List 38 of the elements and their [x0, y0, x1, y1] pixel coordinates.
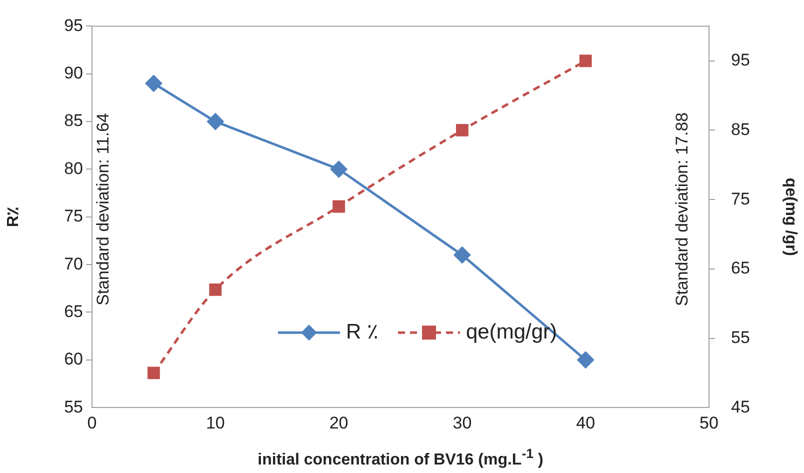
y-tick-label: 85 [64, 111, 83, 130]
point [207, 113, 224, 130]
x-tick-label: 20 [329, 413, 348, 432]
point [456, 124, 468, 136]
y2-tick-label: 55 [731, 328, 750, 347]
y2-tick-label: 85 [731, 120, 750, 139]
annotation: Standard deviation: 17.88 [672, 112, 692, 306]
y2-tick-label: 65 [731, 258, 750, 278]
x-tick-label: 40 [576, 413, 596, 432]
y-tick-label: 65 [64, 302, 83, 321]
annotation: Standard deviation: 11.64 [94, 113, 113, 306]
y2-tick-label: 45 [731, 397, 750, 416]
y-tick-label: 90 [64, 64, 83, 83]
y2-axis-title: qe(mg /gr) [782, 178, 799, 256]
x-tick-label: 50 [700, 413, 718, 432]
x-axis-title: initial concentration of BV16 (mg.L$^{-1}$ ) [256, 446, 544, 470]
x-tick-label: 0 [87, 413, 97, 432]
legend-label: qe(mg/gr) [466, 320, 558, 344]
point [579, 54, 592, 68]
y-tick-label: 80 [64, 158, 83, 178]
x-tick-label: 30 [452, 413, 472, 432]
point [330, 160, 348, 178]
y2-tick-label: 95 [731, 50, 750, 70]
y-axis-title: R٪ [5, 206, 22, 228]
y-tick-label: 55 [64, 397, 83, 416]
y-tick-label: 60 [64, 350, 83, 369]
point [148, 366, 160, 380]
point [209, 284, 222, 296]
point [577, 352, 594, 368]
point [454, 246, 470, 264]
point [332, 200, 345, 213]
x-tick-label: 10 [206, 413, 225, 432]
y-tick-label: 70 [64, 254, 83, 274]
point [145, 75, 162, 92]
y-tick-label: 75 [64, 206, 83, 226]
legend-label: R ٪ [346, 320, 378, 344]
y-tick-label: 95 [64, 16, 83, 35]
y2-tick-label: 75 [731, 189, 750, 208]
